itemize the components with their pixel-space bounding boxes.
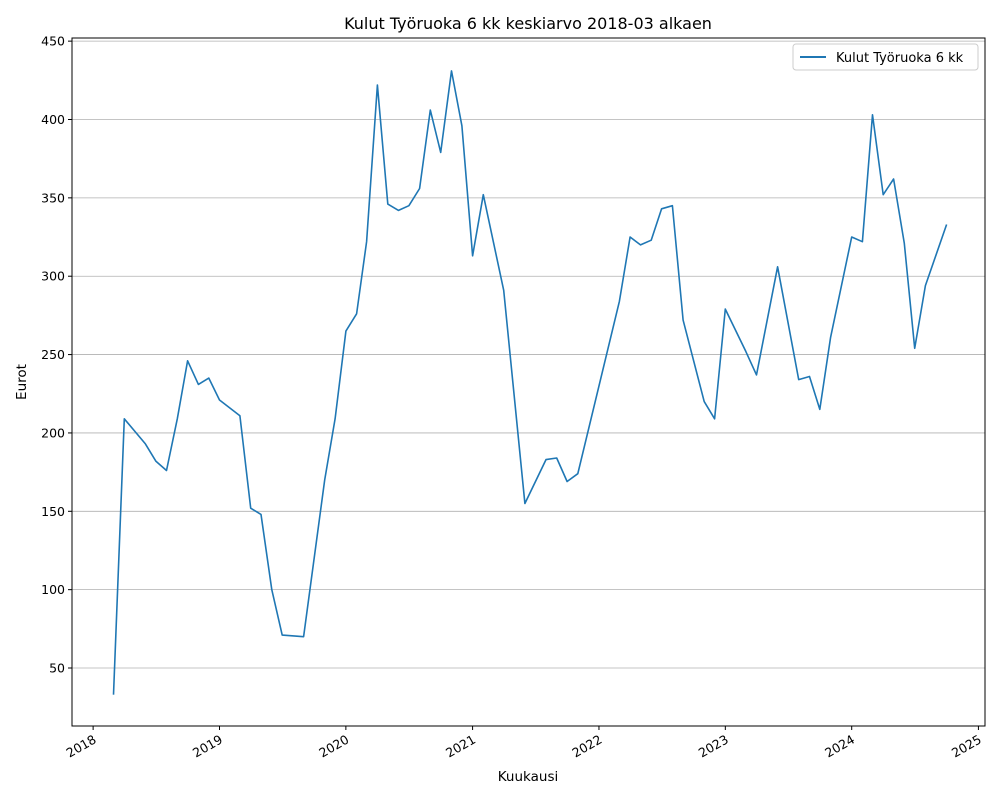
x-tick-label: 2025 (949, 732, 984, 761)
y-tick-label: 450 (41, 34, 65, 49)
legend: Kulut Työruoka 6 kk (792, 43, 979, 71)
y-tick-label: 300 (41, 269, 65, 284)
y-tick-label: 250 (41, 347, 65, 362)
x-tick-label: 2021 (443, 732, 478, 761)
y-axis: 50 100 150 200 250 300 350 400 450 (41, 34, 72, 676)
x-tick-label: 2023 (696, 732, 731, 761)
series-line (112, 70, 948, 695)
y-tick-label: 50 (49, 661, 65, 676)
y-tick-label: 150 (41, 504, 65, 519)
x-tick-label: 2020 (316, 732, 351, 761)
x-axis: 2018 2019 2020 2021 2022 2023 2024 2025 (64, 726, 984, 761)
y-tick-label: 400 (41, 112, 65, 127)
x-tick-label: 2019 (190, 732, 225, 761)
y-axis-title: Eurot (14, 364, 30, 400)
chart-title: Kulut Työruoka 6 kk keskiarvo 2018-03 al… (344, 14, 712, 33)
grid-lines (72, 40, 985, 669)
legend-box (792, 43, 979, 71)
x-tick-label: 2018 (64, 732, 99, 761)
y-tick-label: 350 (41, 190, 65, 205)
x-tick-label: 2022 (569, 732, 604, 761)
y-tick-label: 100 (41, 582, 65, 597)
x-tick-label: 2024 (822, 732, 857, 761)
legend-label: Kulut Työruoka 6 kk (836, 51, 964, 66)
plot-frame (71, 37, 986, 727)
y-tick-label: 200 (41, 425, 65, 440)
x-axis-title: Kuukausi (498, 769, 559, 785)
